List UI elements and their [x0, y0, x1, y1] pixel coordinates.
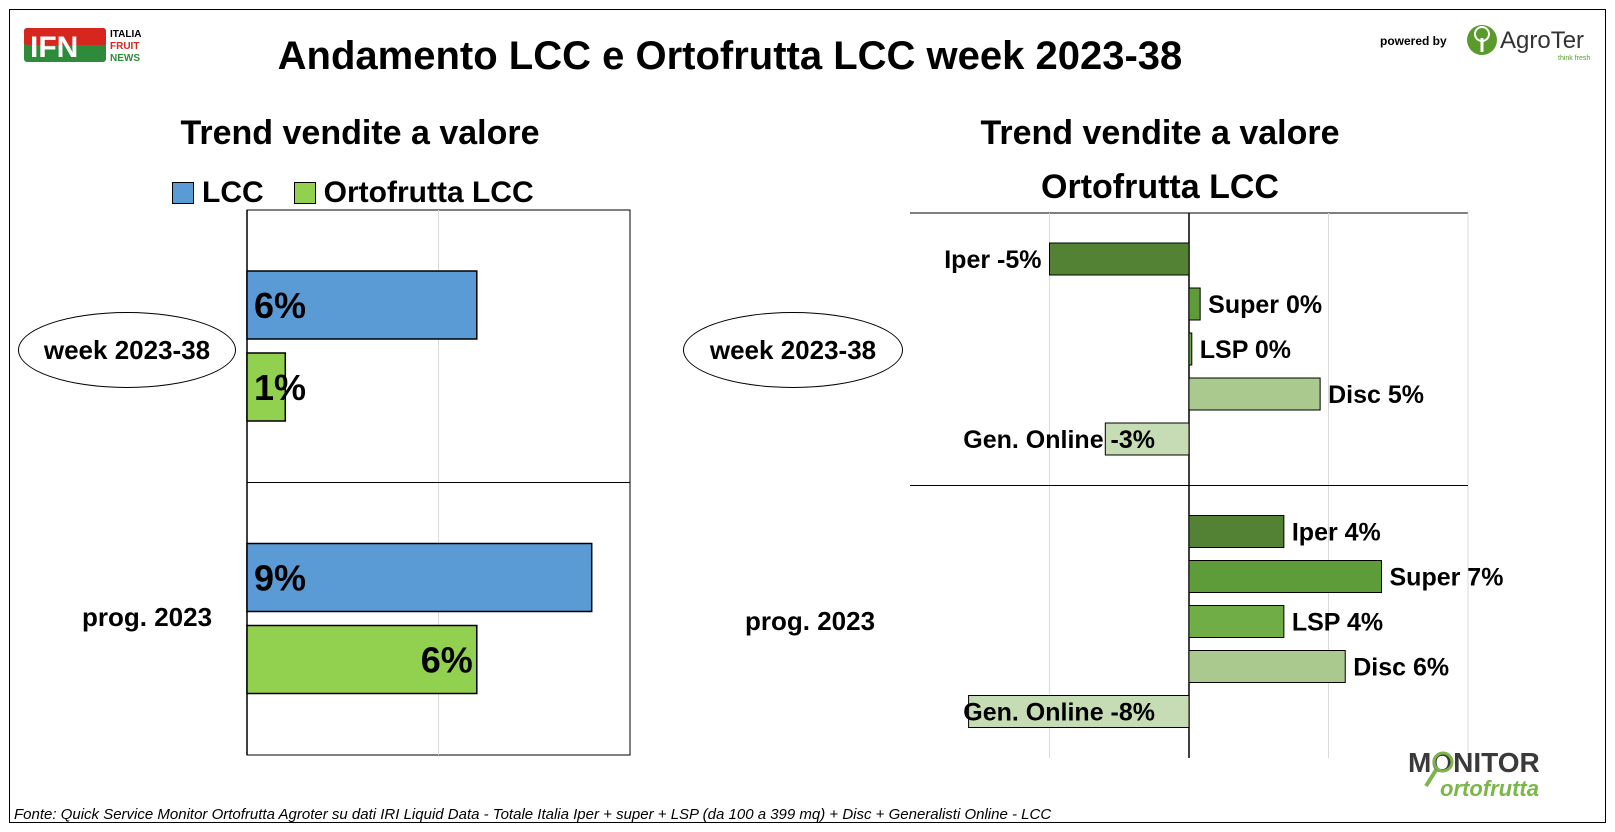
- left-data-label: 9%: [254, 558, 306, 599]
- right-bar: [1188, 560, 1383, 593]
- left-data-label: 6%: [254, 285, 306, 326]
- left-bar: [246, 270, 478, 340]
- monitor-line1: MONITOR: [1408, 747, 1540, 778]
- right-data-label: Super 7%: [1390, 564, 1504, 592]
- right-data-label: LSP 4%: [1292, 609, 1383, 637]
- right-data-label: Gen. Online -8%: [963, 699, 1155, 727]
- right-data-label: Gen. Online -3%: [963, 426, 1155, 454]
- right-bar: [1188, 650, 1346, 683]
- right-category-week: week 2023-38: [683, 312, 903, 388]
- ifn-line1: ITALIA: [110, 29, 141, 40]
- right-data-label: Iper -5%: [944, 246, 1041, 274]
- left-chart-title: Trend vendite a valore: [180, 114, 540, 152]
- monitor-ortofrutta-logo: MONITOR ortofrutta: [1408, 747, 1540, 801]
- ifn-line3: NEWS: [110, 53, 140, 64]
- agroter-name: AgroTer: [1500, 27, 1584, 54]
- legend-item-ortofrutta-lcc: Ortofrutta LCC: [293, 176, 534, 210]
- ifn-logo: IFN ITALIA FRUIT NEWS: [24, 28, 141, 64]
- agroter-logo: AgroTer think fresh: [1467, 25, 1590, 62]
- legend-item-lcc: LCC: [172, 176, 264, 210]
- right-bar: [1049, 242, 1190, 276]
- right-category-prog: prog. 2023: [745, 606, 876, 636]
- legend-swatch-lcc: [172, 182, 194, 204]
- right-bar: [1188, 515, 1285, 548]
- left-category-week: week 2023-38: [18, 312, 236, 388]
- right-bar: [1188, 377, 1321, 411]
- left-data-label: 6%: [421, 640, 473, 681]
- right-chart-subtitle: Ortofrutta LCC: [1041, 168, 1279, 206]
- right-data-label: LSP 0%: [1200, 336, 1291, 364]
- left-bar: [246, 542, 593, 613]
- right-bar: [1188, 332, 1193, 366]
- ifn-mark: IFN: [30, 31, 78, 64]
- right-data-label: Disc 6%: [1353, 654, 1449, 682]
- powered-by-label: powered by: [1380, 34, 1447, 48]
- right-data-label: Super 0%: [1208, 291, 1322, 319]
- right-data-label: Disc 5%: [1328, 381, 1424, 409]
- legend-label-ortofrutta-lcc: Ortofrutta LCC: [323, 176, 534, 209]
- left-bar: [246, 624, 478, 695]
- source-footnote: Fonte: Quick Service Monitor Ortofrutta …: [14, 806, 1052, 823]
- right-chart-title: Trend vendite a valore: [980, 114, 1340, 152]
- right-bar: [1188, 605, 1285, 638]
- chart-frame: [9, 9, 1606, 823]
- magnifier-icon: [1432, 751, 1454, 773]
- right-data-label: Iper 4%: [1292, 519, 1381, 547]
- legend-label-lcc: LCC: [202, 176, 264, 209]
- left-data-label: 1%: [254, 367, 306, 408]
- ifn-line2: FRUIT: [110, 41, 139, 52]
- legend: LCC Ortofrutta LCC: [172, 176, 564, 210]
- page-title: Andamento LCC e Ortofrutta LCC week 2023…: [277, 34, 1183, 78]
- legend-swatch-ortofrutta-lcc: [293, 182, 316, 204]
- agroter-tagline: think fresh: [1558, 55, 1590, 62]
- left-bar: [246, 352, 287, 422]
- right-bar: [968, 695, 1190, 728]
- monitor-line2: ortofrutta: [1440, 776, 1539, 801]
- left-category-prog: prog. 2023: [82, 602, 213, 632]
- right-bar: [1188, 287, 1201, 321]
- right-bar: [1104, 422, 1190, 456]
